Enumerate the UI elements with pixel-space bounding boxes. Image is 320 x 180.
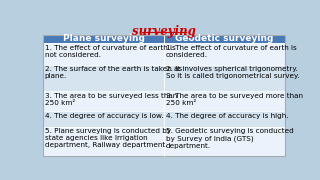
Text: 1. The effect of curvature of earth is
considered.: 1. The effect of curvature of earth is c… xyxy=(165,45,296,58)
Bar xyxy=(43,65,164,91)
Bar xyxy=(43,111,164,127)
Text: surveying: surveying xyxy=(132,25,196,39)
Text: 3. The area to be surveyed less than
250 km²: 3. The area to be surveyed less than 250… xyxy=(45,93,177,106)
Bar xyxy=(43,35,285,156)
Text: Geodetic surveying: Geodetic surveying xyxy=(175,34,274,43)
Bar xyxy=(164,127,285,156)
Bar xyxy=(43,127,164,156)
Text: 4. The degree of accuracy is low.: 4. The degree of accuracy is low. xyxy=(45,113,163,119)
Bar xyxy=(164,43,285,65)
Bar xyxy=(43,43,164,65)
Text: 1. The effect of curvature of earth is
not considered.: 1. The effect of curvature of earth is n… xyxy=(45,45,175,58)
Text: 4. The degree of accuracy is high.: 4. The degree of accuracy is high. xyxy=(165,113,288,119)
Bar xyxy=(164,91,285,111)
Text: 2. It involves spherical trigonometry.
So it is called trigonometrical survey.: 2. It involves spherical trigonometry. S… xyxy=(165,66,299,79)
Text: 5. Geodetic surveying is conducted
by Survey of India (GTS)
department.: 5. Geodetic surveying is conducted by Su… xyxy=(165,128,293,149)
Text: 2. The surface of the earth is taken as
plane.: 2. The surface of the earth is taken as … xyxy=(45,66,182,79)
Bar xyxy=(43,35,164,43)
Bar xyxy=(164,65,285,91)
Text: 5. Plane surveying is conducted by
state agencies like Irrigation
department, Ra: 5. Plane surveying is conducted by state… xyxy=(45,128,171,148)
Text: Plane surveying: Plane surveying xyxy=(63,34,145,43)
Bar xyxy=(164,111,285,127)
Text: 3. The area to be surveyed more than
250 km²: 3. The area to be surveyed more than 250… xyxy=(165,93,302,106)
Bar xyxy=(164,35,285,43)
Bar xyxy=(43,91,164,111)
